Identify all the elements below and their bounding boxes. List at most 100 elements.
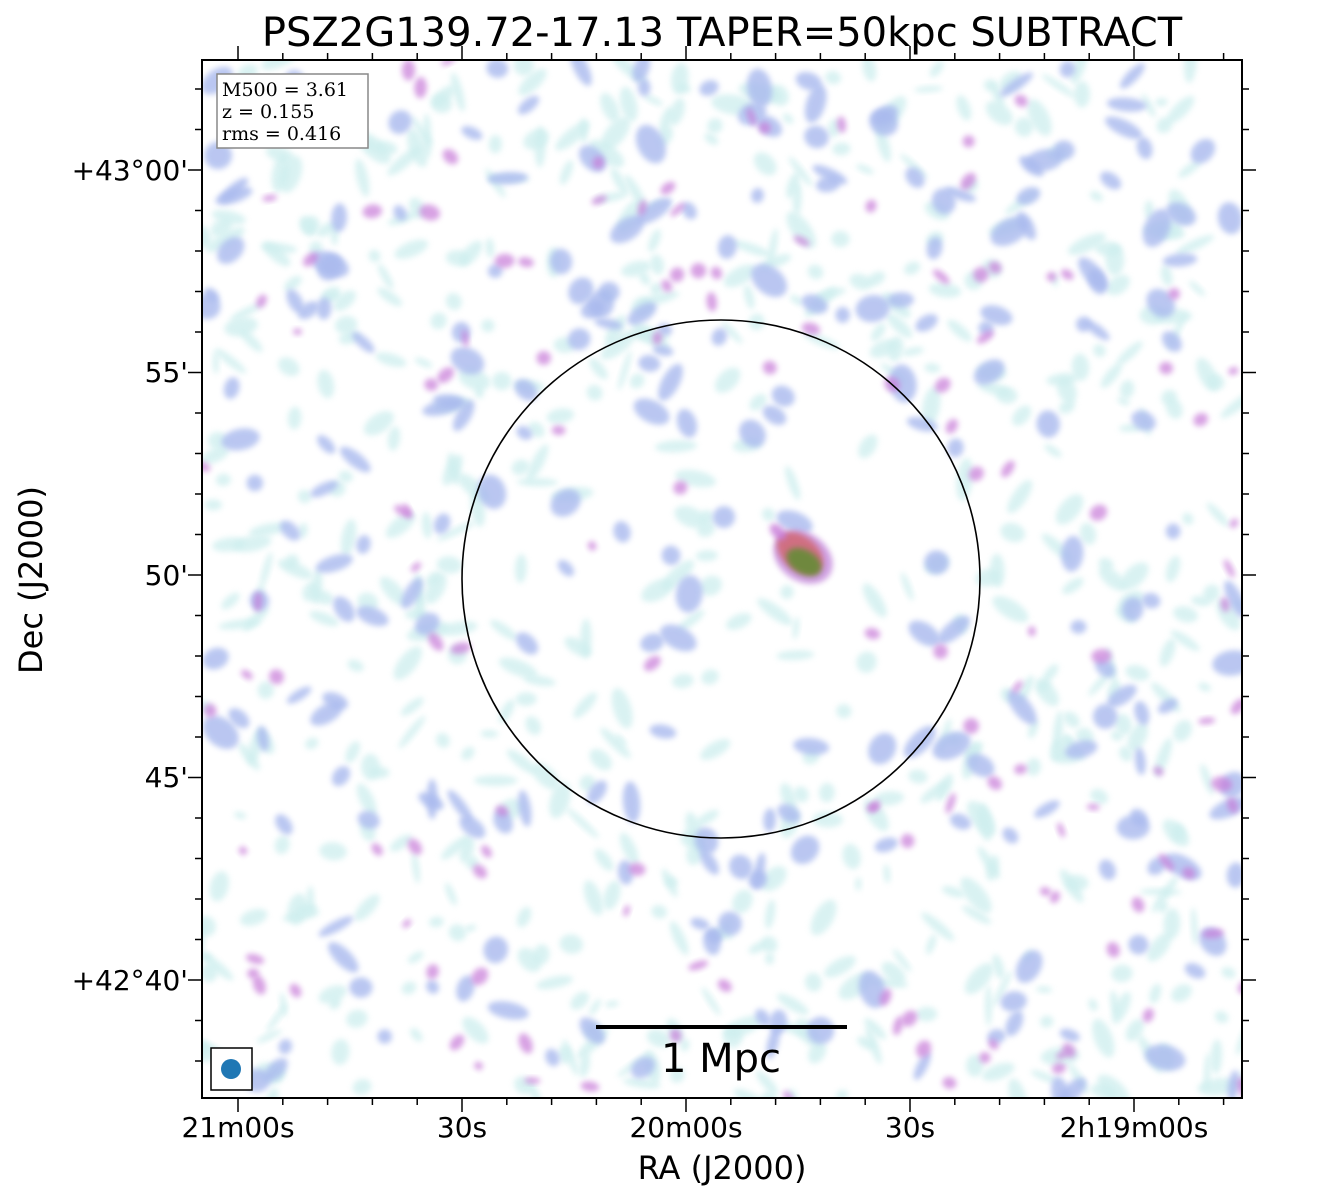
noise-blob-mid — [264, 1057, 288, 1082]
noise-blob-mid — [712, 506, 736, 529]
noise-blob-mid — [973, 359, 1005, 385]
noise-blob-low — [533, 944, 550, 965]
noise-blob-mid — [1227, 1070, 1240, 1098]
noise-blob-low — [701, 987, 721, 1016]
noise-blob-low — [786, 172, 800, 199]
noise-blob-low — [674, 505, 706, 529]
noise-blob-low — [704, 133, 719, 145]
noise-blob-high — [495, 805, 509, 817]
noise-blob-low — [1196, 357, 1219, 392]
noise-blob-mid — [1065, 740, 1098, 759]
noise-blob-mid — [418, 792, 444, 810]
noise-blob-mid — [649, 724, 677, 739]
noise-blob-mid — [1162, 253, 1198, 267]
noise-blob-mid — [452, 400, 475, 432]
noise-blob-mid — [681, 202, 697, 220]
noise-blob-low — [464, 924, 477, 933]
noise-blob-low — [209, 871, 229, 902]
noise-blob-high — [661, 279, 673, 293]
noise-blob-low — [764, 899, 776, 929]
noise-blob-low — [1116, 341, 1143, 366]
noise-blob-low — [743, 284, 755, 310]
noise-blob-low — [518, 68, 547, 96]
noise-blob-mid — [699, 80, 719, 96]
noise-blob-low — [490, 619, 518, 641]
noise-blob-low — [855, 877, 862, 891]
noise-blob-mid — [776, 510, 813, 534]
noise-blob-mid — [1142, 208, 1172, 248]
noise-blob-high — [262, 194, 278, 202]
noise-blob-low — [352, 1078, 372, 1096]
noise-blob-low — [1012, 405, 1032, 426]
noise-blob-low — [753, 152, 777, 176]
noise-blob-high — [1158, 853, 1175, 871]
noise-blob-low — [886, 313, 913, 339]
noise-blob-high — [670, 202, 685, 217]
noise-blob-low — [1100, 363, 1122, 389]
noise-blob-mid — [545, 1048, 560, 1067]
noise-blob-mid — [676, 408, 698, 438]
noise-blob-high — [587, 541, 597, 551]
noise-blob-mid — [1059, 1077, 1087, 1098]
noise-blob-low — [788, 156, 813, 187]
noise-blob-low — [526, 444, 549, 482]
noise-blob-low — [442, 454, 463, 486]
noise-blob-low — [1044, 444, 1062, 458]
noise-blob-high — [865, 199, 877, 213]
noise-blob-low — [776, 993, 809, 1015]
noise-blob-low — [842, 843, 861, 870]
noise-blob-low — [1112, 991, 1131, 1024]
noise-blob-high — [462, 329, 469, 348]
noise-blob-mid — [872, 105, 898, 126]
noise-blob-mid — [1184, 963, 1206, 979]
noise-blob-low — [982, 1062, 1015, 1081]
noise-blob-low — [780, 782, 797, 811]
noise-blob-mid — [1059, 60, 1076, 78]
noise-blob-low — [1115, 713, 1132, 736]
noise-blob-low — [536, 975, 574, 990]
noise-blob-low — [527, 1081, 542, 1098]
noise-blob-low — [831, 230, 850, 248]
noise-blob-low — [832, 142, 851, 156]
noise-blob-low — [207, 431, 228, 450]
noise-blob-low — [214, 348, 247, 374]
noise-blob-mid — [275, 814, 293, 835]
noise-blob-low — [1095, 241, 1122, 257]
noise-blob-low — [904, 261, 921, 275]
noise-blob-low — [393, 646, 422, 680]
noise-blob-low — [600, 727, 631, 759]
info-mass: M500 = 3.61 — [222, 79, 348, 101]
noise-blob-low — [731, 240, 772, 257]
noise-blob-mid — [317, 435, 336, 454]
noise-blob-low — [555, 121, 590, 151]
noise-blob-high — [442, 149, 459, 165]
noise-blob-high — [202, 461, 211, 472]
noise-blob-low — [780, 585, 794, 600]
noise-blob-low — [492, 371, 512, 391]
noise-blob-mid — [806, 1016, 835, 1045]
noise-blob-low — [511, 459, 530, 476]
noise-blob-high — [690, 263, 707, 279]
noise-blob-low — [1210, 1039, 1223, 1075]
noise-blob-low — [428, 916, 444, 928]
noise-blob-low — [261, 60, 300, 71]
noise-blob-low — [240, 329, 263, 353]
noise-blob-mid — [579, 1017, 605, 1045]
noise-blob-low — [206, 227, 245, 253]
noise-blob-low — [394, 239, 429, 259]
noise-blob-mid — [627, 302, 657, 325]
noise-blob-low — [1159, 638, 1176, 667]
noise-blob-mid — [729, 854, 753, 880]
noise-blob-low — [804, 972, 822, 992]
noise-blob-low — [1119, 746, 1133, 762]
noise-blob-mid — [1166, 202, 1197, 226]
source-tail — [769, 523, 787, 541]
noise-blob-mid — [613, 521, 631, 543]
noise-blob-mid — [1122, 597, 1144, 622]
noise-blob-low — [869, 339, 897, 358]
noise-blob-high — [717, 979, 732, 992]
noise-blob-low — [760, 1090, 777, 1098]
noise-blob-mid — [632, 60, 651, 83]
noise-blob-mid — [433, 394, 467, 408]
noise-blob-low — [1191, 907, 1198, 946]
